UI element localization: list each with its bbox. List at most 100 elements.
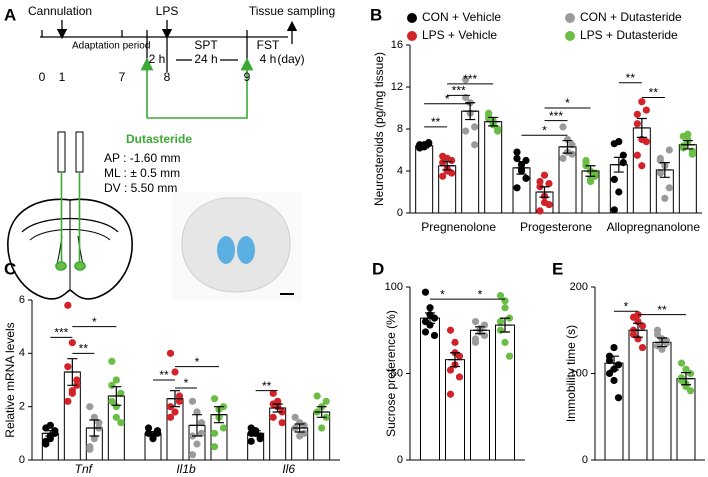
data-point	[610, 206, 618, 214]
x-tick-label: Il1b	[176, 462, 196, 476]
data-point	[586, 175, 595, 183]
timeline-label: FST	[257, 38, 280, 52]
significance-label: *	[92, 315, 97, 329]
data-point	[448, 169, 456, 177]
data-point	[144, 424, 153, 432]
significance-label: **	[657, 303, 667, 317]
data-point	[610, 376, 618, 385]
error-bar	[473, 326, 487, 335]
legend-label: CON + Vehicle	[422, 10, 501, 24]
x-tick-label: Pregnenolone	[421, 220, 496, 234]
data-point	[462, 127, 470, 135]
significance-label: *	[195, 355, 200, 369]
y-tick-label: 0	[19, 454, 25, 466]
data-point	[430, 331, 439, 340]
data-point	[496, 326, 505, 334]
error-bar	[146, 430, 160, 436]
data-point	[480, 321, 489, 329]
error-bar	[514, 160, 529, 175]
timeline-label: (day)	[277, 52, 304, 66]
timeline-label: Adaptation period	[72, 41, 150, 52]
coordinate: DV : 5.50 mm	[104, 181, 177, 195]
data-point	[42, 437, 50, 445]
error-bar	[583, 165, 598, 177]
y-axis-label: Neurosteroids (pg/mg tissue)	[372, 52, 386, 206]
significance-label: *	[624, 299, 629, 313]
data-point	[90, 435, 98, 443]
error-bar	[109, 386, 124, 406]
error-bar	[212, 406, 226, 424]
data-point	[633, 151, 641, 159]
bar	[484, 121, 503, 214]
data-point	[210, 429, 219, 437]
data-point	[247, 437, 255, 445]
data-point	[112, 413, 120, 421]
significance-label: **	[649, 86, 659, 100]
data-point	[513, 148, 521, 156]
data-point	[64, 363, 72, 371]
x-tick-label: Allopregnanolone	[607, 220, 701, 234]
significance-label: **	[431, 115, 441, 129]
significance-label: *	[542, 123, 547, 137]
y-tick-label: 0	[397, 454, 403, 466]
data-point	[658, 345, 666, 353]
data-point	[559, 123, 567, 131]
data-point	[633, 120, 641, 128]
y-tick-label: 4	[397, 165, 403, 177]
significance-label: ***	[54, 326, 68, 340]
data-point	[642, 106, 650, 114]
data-point	[446, 366, 455, 374]
day-label: 1	[59, 70, 66, 84]
data-point	[446, 390, 455, 398]
coordinate: ML : ± 0.5 mm	[104, 166, 180, 180]
y-axis-label: Sucrose preference (%)	[384, 310, 398, 437]
day-label: 9	[244, 70, 251, 84]
x-tick-label: Tnf	[75, 462, 94, 476]
data-point	[605, 369, 614, 378]
timeline-label: 4 h	[260, 52, 277, 66]
significance-label: *	[440, 287, 445, 301]
significance-label: *	[445, 92, 450, 106]
data-point	[210, 443, 219, 451]
data-point	[686, 387, 695, 395]
data-point	[86, 403, 94, 411]
data-point	[188, 397, 197, 405]
data-point	[166, 413, 175, 421]
error-bar	[634, 117, 649, 138]
error-bar	[314, 406, 329, 418]
data-point	[642, 138, 650, 146]
error-bar	[65, 358, 80, 386]
error-bar	[43, 430, 58, 437]
data-point	[638, 343, 647, 352]
data-point	[653, 330, 662, 339]
data-point	[313, 392, 321, 400]
panel-label: B	[370, 5, 382, 24]
x-tick-label: Progesterone	[520, 220, 592, 234]
histology-image	[172, 192, 302, 300]
data-point	[633, 110, 641, 118]
error-bar	[448, 352, 462, 368]
significance-label: ***	[549, 109, 563, 123]
data-point	[46, 421, 54, 429]
data-point	[108, 381, 116, 389]
data-point	[269, 389, 277, 397]
panel-label: A	[4, 5, 16, 24]
significance-label: **	[626, 71, 636, 85]
data-point	[188, 451, 197, 459]
data-point	[545, 201, 553, 209]
timeline-label: 2 h	[149, 52, 166, 66]
data-point	[540, 171, 549, 179]
data-point	[68, 339, 76, 347]
y-tick-label: 0	[582, 454, 588, 466]
data-point	[610, 343, 618, 352]
data-point	[638, 162, 646, 170]
data-point	[505, 352, 514, 360]
legend-marker	[565, 31, 575, 41]
data-point	[522, 156, 530, 165]
data-point	[501, 304, 509, 312]
data-point	[638, 98, 646, 106]
day-label: 7	[119, 70, 126, 84]
error-bar	[679, 372, 693, 386]
error-bar	[417, 143, 432, 149]
